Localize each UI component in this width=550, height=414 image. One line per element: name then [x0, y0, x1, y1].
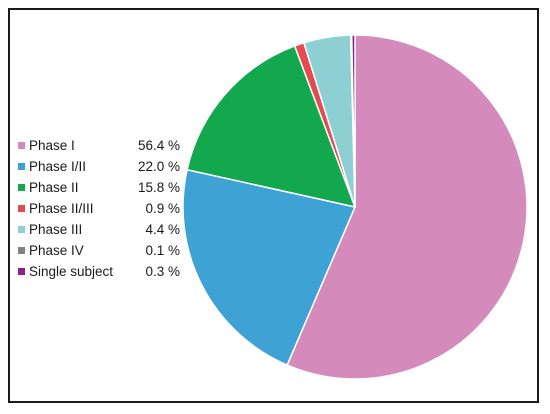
- legend-swatch: [18, 205, 25, 212]
- legend-value: 56.4 %: [137, 138, 180, 153]
- legend-item-phase-iii: Phase III 4.4 %: [18, 219, 180, 240]
- legend-item-phase-i-ii: Phase I/II 22.0 %: [18, 156, 180, 177]
- legend: Phase I 56.4 % Phase I/II 22.0 % Phase I…: [18, 135, 180, 282]
- legend-label: Phase I/II: [29, 159, 87, 174]
- legend-value: 0.3 %: [145, 264, 180, 279]
- legend-value: 15.8 %: [137, 180, 180, 195]
- pie-slice-phase-i-ii: [182, 168, 357, 367]
- legend-swatch: [18, 184, 25, 191]
- legend-value: 4.4 %: [145, 222, 180, 237]
- pie-slice-single-subject: [350, 34, 356, 208]
- legend-item-phase-ii: Phase II 15.8 %: [18, 177, 180, 198]
- legend-item-single-subject: Single subject 0.3 %: [18, 261, 180, 282]
- legend-label: Phase III: [29, 222, 83, 237]
- legend-item-phase-i: Phase I 56.4 %: [18, 135, 180, 156]
- legend-swatch: [18, 247, 25, 254]
- legend-label: Phase II/III: [29, 201, 94, 216]
- legend-swatch: [18, 226, 25, 233]
- pie-slice-phase-ii: [186, 44, 357, 209]
- pie-slices: [182, 34, 528, 380]
- legend-label: Single subject: [29, 264, 114, 279]
- legend-value: 22.0 %: [137, 159, 180, 174]
- legend-value: 0.9 %: [145, 201, 180, 216]
- legend-label: Phase IV: [29, 243, 84, 258]
- legend-swatch: [18, 142, 25, 149]
- legend-value: 0.1 %: [145, 243, 180, 258]
- legend-item-phase-iv: Phase IV 0.1 %: [18, 240, 180, 261]
- legend-label: Phase I: [29, 138, 75, 153]
- pie-slice-phase-i: [286, 34, 528, 380]
- legend-item-phase-ii-iii: Phase II/III 0.9 %: [18, 198, 180, 219]
- legend-swatch: [18, 268, 25, 275]
- legend-swatch: [18, 163, 25, 170]
- legend-label: Phase II: [29, 180, 79, 195]
